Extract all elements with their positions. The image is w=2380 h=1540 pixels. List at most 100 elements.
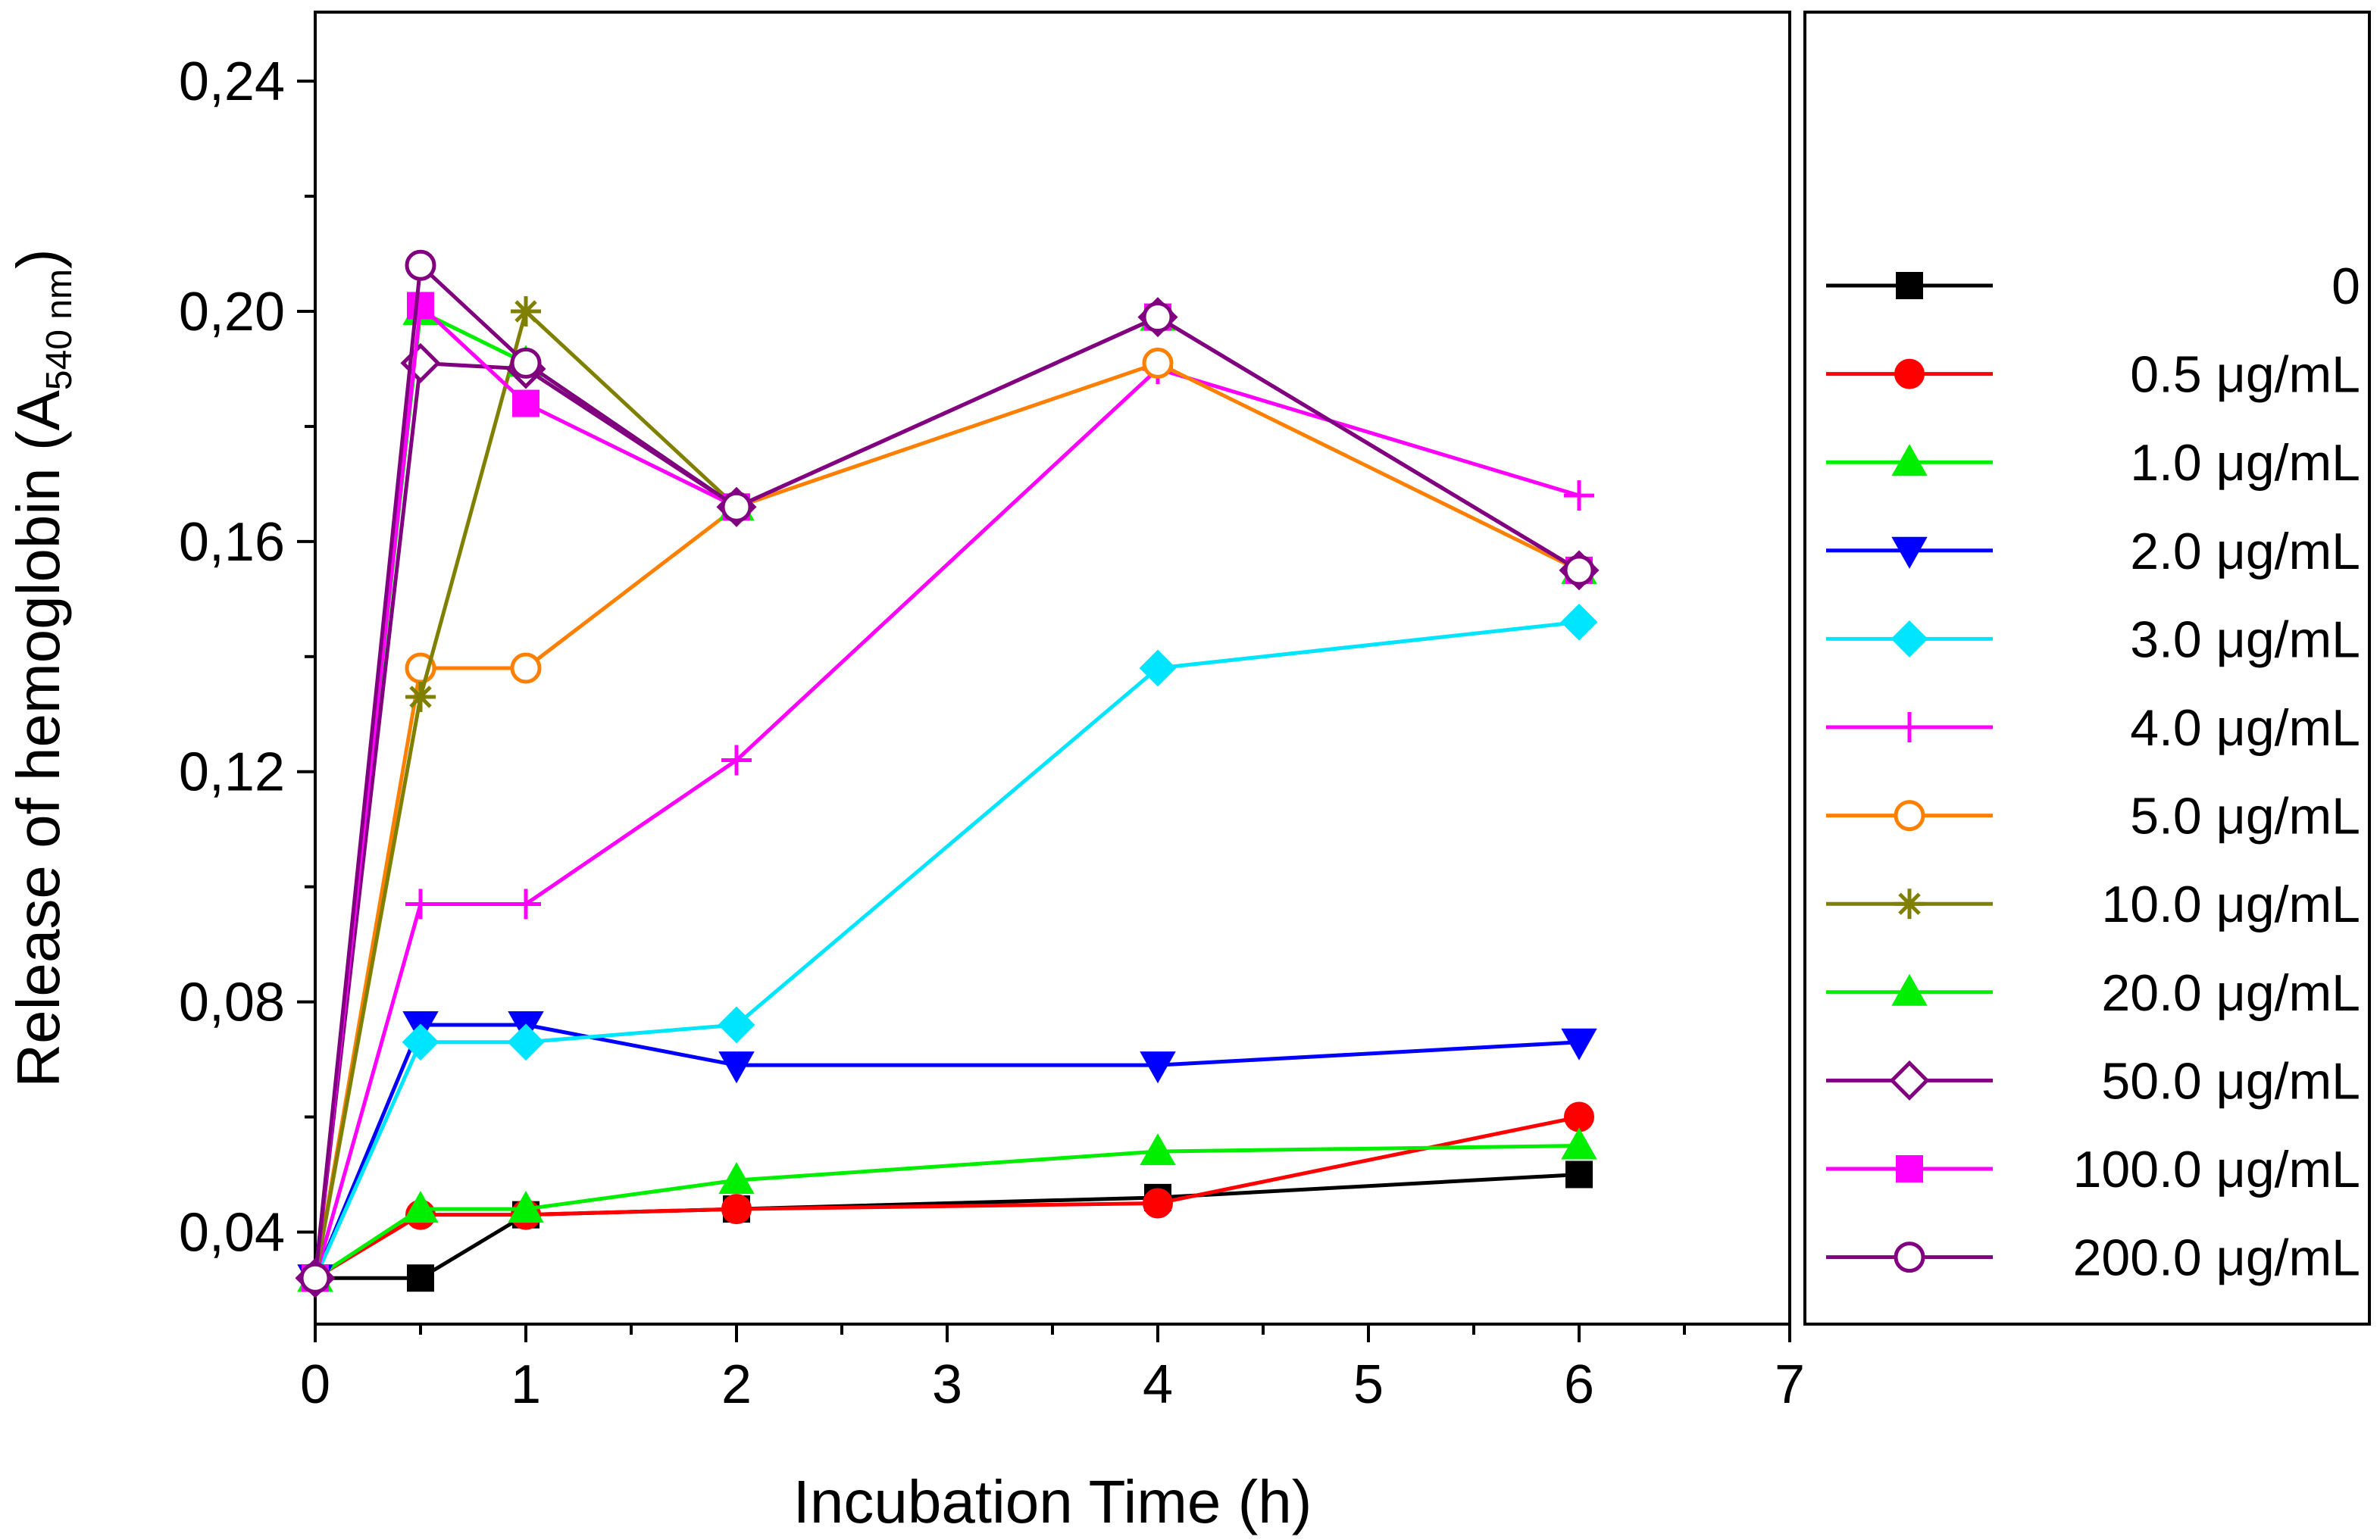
series-6-point-4: [1142, 347, 1174, 379]
series-11-point-5: [1563, 554, 1595, 586]
legend-item-3: 2.0 μg/mL: [1826, 523, 2360, 580]
series-2-point-5: [1561, 1127, 1597, 1160]
legend-marker-9: [1889, 1060, 1930, 1101]
series-line-1: [314, 1115, 1580, 1280]
series-4-point-4: [1139, 649, 1177, 687]
series-line-11: [313, 263, 1581, 1279]
legend-label-3: 2.0 μg/mL: [2130, 523, 2360, 580]
series-5-point-1: [405, 889, 436, 920]
series-5-point-2: [511, 889, 541, 920]
series-0: [302, 1160, 1593, 1292]
legend-label-0: 0: [2332, 258, 2360, 315]
y-tick-label-0: 0,04: [179, 1202, 285, 1263]
legend-item-0: 0: [1826, 258, 2360, 315]
series-6: [299, 347, 1595, 1294]
legend-marker-0: [1896, 272, 1923, 299]
y-tick-label-5: 0,24: [179, 52, 285, 112]
legend: 0 0.5 μg/mL 1.0 μg/mL 2.0 μg/mL 3.0 μg/mL 4.0…: [1826, 258, 2360, 1287]
x-tick-label-6: 6: [1564, 1354, 1594, 1415]
series-11-point-2: [510, 347, 542, 379]
series-10-point-1: [407, 292, 434, 320]
legend-marker-10: [1896, 1155, 1923, 1182]
legend-item-1: 0.5 μg/mL: [1826, 346, 2360, 404]
series-0-point-5: [1565, 1160, 1593, 1189]
series-4: [296, 603, 1598, 1297]
legend-item-8: 20.0 μg/mL: [1826, 964, 2360, 1022]
series-4-point-1: [402, 1023, 439, 1061]
x-axis-title: Incubation Time (h): [793, 1468, 1312, 1535]
series-11-point-1: [405, 249, 436, 281]
series-4-point-3: [718, 1006, 755, 1044]
series-3-point-5: [1561, 1028, 1597, 1061]
series-1-point-4: [1143, 1188, 1173, 1219]
series-11-point-3: [721, 491, 752, 523]
legend-item-5: 4.0 μg/mL: [1826, 699, 2360, 757]
series-7-point-2: [511, 296, 541, 327]
y-axis-title-main: Release of hemoglobin (A: [5, 389, 72, 1087]
series-2-point-2: [508, 1191, 544, 1223]
legend-item-6: 5.0 μg/mL: [1826, 788, 2360, 845]
series-0-point-1: [407, 1264, 434, 1292]
series-line-0: [315, 1172, 1580, 1280]
legend-item-9: 50.0 μg/mL: [1826, 1052, 2360, 1110]
legend-marker-3: [1891, 536, 1928, 569]
legend-marker-1: [1894, 358, 1925, 389]
series-7-point-1: [405, 681, 436, 712]
legend-marker-4: [1891, 620, 1928, 658]
legend-label-9: 50.0 μg/mL: [2101, 1052, 2360, 1110]
x-tick-label-1: 1: [511, 1354, 541, 1415]
x-tick-label-4: 4: [1143, 1354, 1173, 1415]
y-tick-label-3: 0,16: [179, 512, 285, 573]
y-tick-label-2: 0,12: [179, 742, 285, 803]
legend-label-7: 10.0 μg/mL: [2101, 876, 2360, 933]
y-axis-title: Release of hemoglobin (A540 nm): [5, 248, 80, 1087]
legend-label-8: 20.0 μg/mL: [2101, 964, 2360, 1022]
y-axis: 0,04 0,08 0,12 0,16 0,20 0,24: [179, 52, 315, 1263]
legend-item-11: 200.0 μg/mL: [1826, 1229, 2360, 1287]
series-line-10: [313, 303, 1581, 1279]
x-tick-label-7: 7: [1775, 1354, 1805, 1415]
series-11-point-4: [1142, 301, 1174, 333]
legend-box: [1803, 11, 2371, 1326]
series-line-6: [313, 361, 1581, 1279]
series-2-point-1: [402, 1191, 439, 1223]
legend-item-4: 3.0 μg/mL: [1826, 611, 2360, 668]
series-4-point-5: [1560, 603, 1598, 641]
series-2-point-4: [1140, 1133, 1176, 1166]
series-5-point-5: [1564, 480, 1594, 511]
series-10-point-2: [512, 389, 539, 417]
legend-label-6: 5.0 μg/mL: [2130, 788, 2360, 845]
series-4-point-2: [507, 1023, 545, 1061]
series-line-5: [313, 367, 1580, 1279]
x-tick-label-0: 0: [300, 1354, 330, 1415]
series-3-point-3: [718, 1051, 755, 1084]
series-1-point-3: [721, 1194, 752, 1225]
y-axis-title-subscript: 540 nm: [39, 269, 80, 390]
series-7: [300, 296, 1594, 1294]
series-2-point-3: [718, 1162, 755, 1195]
x-axis: 0 1 2 3 4 5 6 7: [300, 1324, 1805, 1415]
legend-label-2: 1.0 μg/mL: [2130, 434, 2360, 492]
series-line-3: [313, 1023, 1580, 1279]
legend-label-11: 200.0 μg/mL: [2073, 1229, 2360, 1287]
y-axis-title-suffix: ): [5, 248, 72, 269]
legend-label-5: 4.0 μg/mL: [2130, 699, 2360, 757]
series-line-9: [313, 315, 1581, 1279]
series-8: [297, 292, 1597, 1292]
series-line-4: [313, 620, 1580, 1279]
legend-marker-5: [1894, 712, 1925, 742]
legend-label-10: 100.0 μg/mL: [2073, 1141, 2360, 1198]
x-tick-label-5: 5: [1353, 1354, 1384, 1415]
series-11-point-0: [299, 1262, 331, 1294]
series-5: [300, 353, 1594, 1294]
legend-marker-8: [1891, 973, 1928, 1006]
series-7-point-1-d2: [409, 686, 432, 708]
legend-item-2: 1.0 μg/mL: [1826, 434, 2360, 492]
series-6-point-2: [510, 652, 542, 684]
legend-marker-7: [1894, 889, 1925, 920]
y-tick-label-4: 0,20: [179, 282, 285, 342]
series-7-point-2-d2: [514, 300, 537, 323]
series-3-point-4: [1140, 1051, 1176, 1084]
legend-marker-11: [1894, 1242, 1925, 1273]
